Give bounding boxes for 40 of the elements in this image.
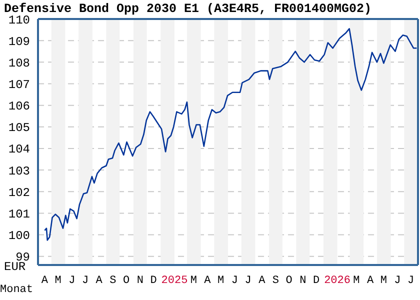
x-tick-label: M — [218, 275, 224, 287]
x-tick-label: M — [190, 275, 197, 287]
y-tick-label: 105 — [8, 121, 30, 136]
x-tick-label: D — [313, 275, 320, 287]
x-tick-label: J — [231, 275, 238, 287]
x-tick-label: 2026 — [324, 275, 350, 287]
x-tick-label: N — [300, 275, 306, 287]
x-tick-label: M — [353, 275, 360, 287]
y-tick-label: 101 — [8, 207, 30, 222]
x-tick-label: J — [394, 275, 401, 287]
x-tick-label: A — [204, 275, 212, 287]
x-tick-label: J — [68, 275, 76, 287]
x-tick-label: M — [54, 275, 62, 287]
x-tick-label: J — [408, 275, 414, 287]
x-tick-label: N — [136, 275, 144, 287]
y-tick-label: 107 — [8, 78, 30, 92]
x-tick-label: S — [272, 275, 280, 287]
chart-title: Defensive Bond Opp 2030 E1 (A3E4R5, FR001400MG02) — [4, 2, 372, 16]
y-tick-label: 100 — [8, 229, 30, 244]
x-tick-label: D — [150, 275, 158, 287]
x-tick-label: O — [286, 275, 293, 287]
x-tick-label: A — [96, 275, 103, 287]
x-tick-label: J — [82, 275, 89, 287]
x-tick-label: O — [123, 275, 130, 287]
line-series — [44, 28, 418, 241]
x-tick-label: A — [41, 275, 48, 287]
y-tick-label: 104 — [8, 142, 30, 157]
x-tick-label: J — [244, 275, 252, 287]
x-axis-title: Monat — [0, 284, 34, 296]
x-tick-label: A — [366, 275, 374, 287]
y-tick-label: 109 — [8, 34, 30, 49]
y-tick-label: 110 — [8, 13, 30, 28]
y-tick-label: 106 — [8, 100, 30, 114]
y-tick-label: 103 — [8, 164, 30, 178]
x-tick-label: M — [380, 275, 387, 287]
x-tick-label: S — [110, 275, 117, 287]
y-tick-label: 108 — [8, 56, 30, 70]
y-tick-label: 102 — [8, 186, 30, 200]
x-tick-label: A — [258, 275, 266, 287]
x-tick-label: 2025 — [161, 275, 188, 287]
